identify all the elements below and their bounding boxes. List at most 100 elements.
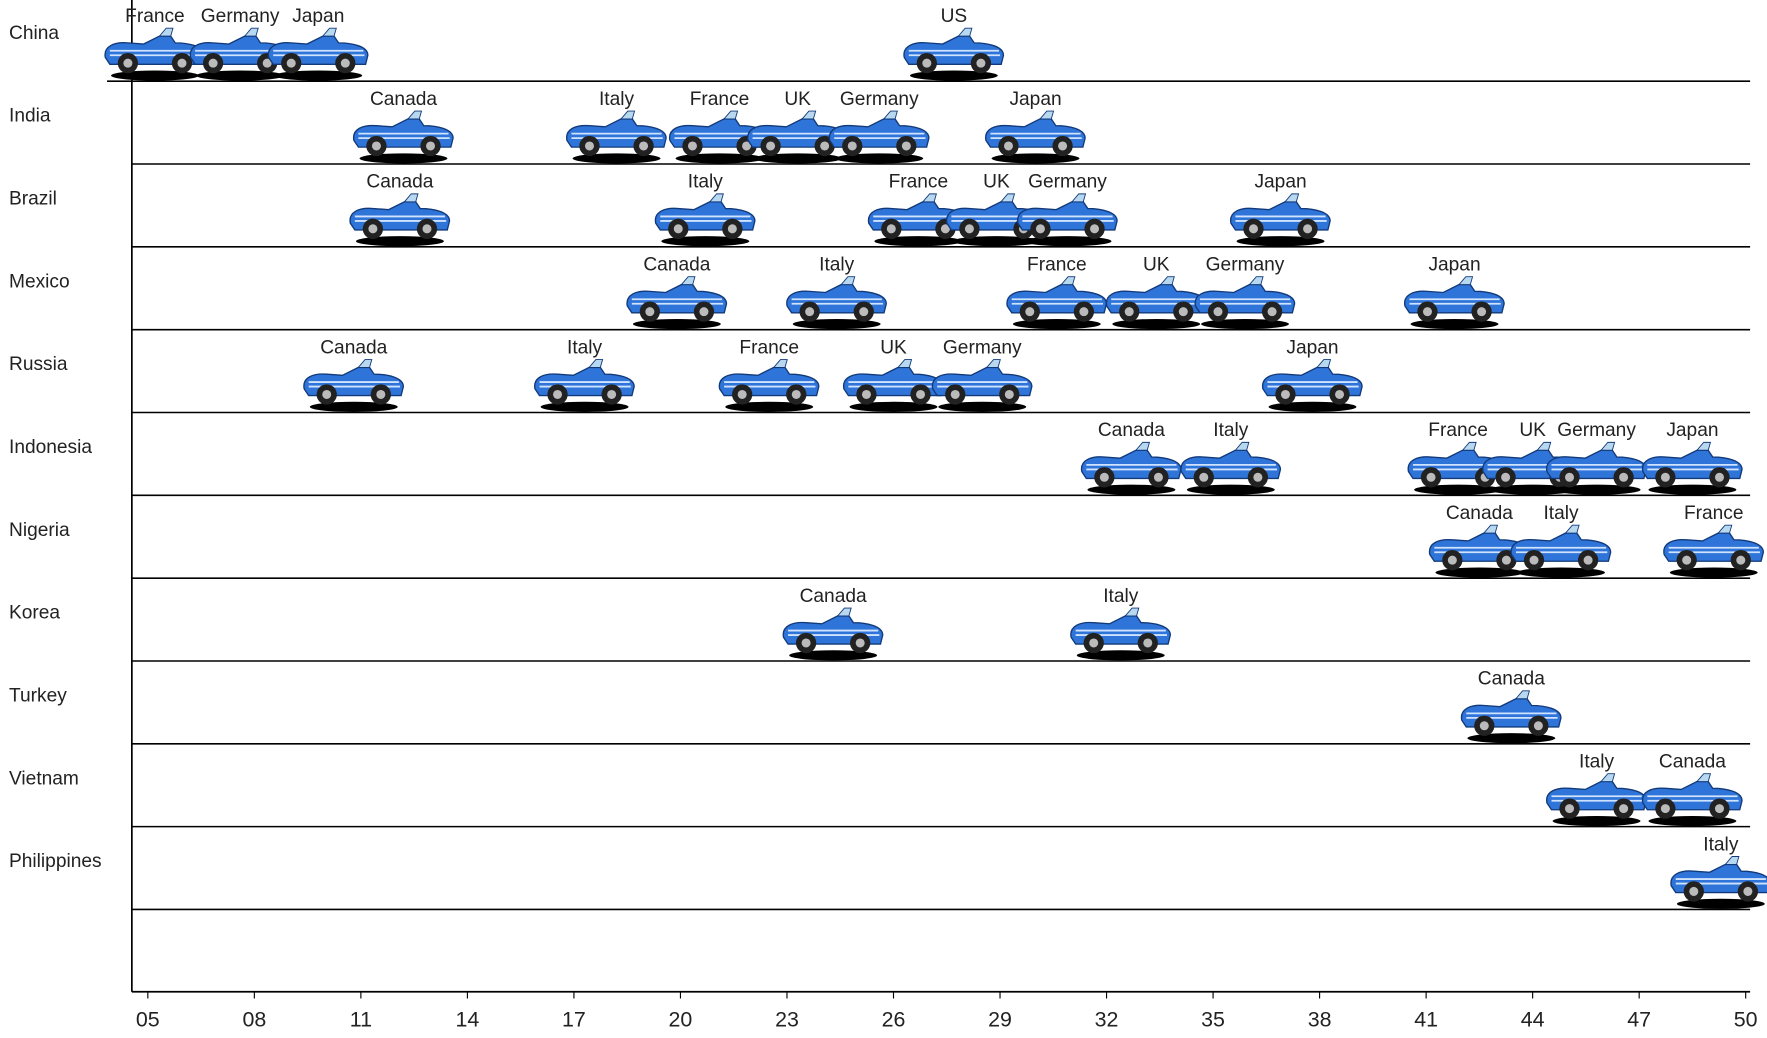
car-label: Germany	[1557, 420, 1636, 441]
car-shadow	[1236, 236, 1325, 247]
car-hub	[553, 389, 563, 399]
car-label: Canada	[1478, 669, 1545, 690]
car-shadow	[274, 70, 363, 81]
car-hub	[940, 224, 950, 234]
car-hub	[964, 224, 974, 234]
car-label: France	[1428, 420, 1488, 441]
car-hub	[1583, 555, 1593, 565]
car-windshield	[897, 359, 913, 368]
car-shadow	[1488, 484, 1577, 495]
car	[1194, 276, 1296, 330]
x-tick-label: 26	[882, 1008, 906, 1032]
car-shadow	[1410, 318, 1499, 330]
car-hub	[1565, 472, 1575, 482]
car-hub	[1479, 721, 1489, 731]
x-tick-label: 14	[455, 1008, 479, 1032]
car-hub	[371, 141, 381, 151]
car-windshield	[1717, 524, 1733, 534]
car-windshield	[1124, 607, 1140, 617]
x-tick-label: 05	[136, 1008, 160, 1032]
car	[534, 359, 635, 412]
car-hub	[208, 58, 218, 68]
row-label: Korea	[9, 603, 60, 624]
car-hub	[820, 141, 830, 151]
car-label: Italy	[1103, 586, 1139, 607]
car-windshield	[588, 359, 604, 368]
car-label: Canada	[1659, 751, 1726, 772]
x-tick-label: 08	[242, 1008, 266, 1032]
car-hub	[1714, 804, 1724, 814]
car-windshield	[243, 27, 259, 37]
row-label: Nigeria	[9, 520, 70, 541]
car-hub	[1477, 307, 1487, 317]
car	[828, 110, 930, 164]
car-label: Japan	[1666, 420, 1718, 441]
car-shadow	[572, 153, 661, 164]
car-hub	[1099, 472, 1109, 482]
car-label: Canada	[370, 89, 437, 110]
car-hub	[1689, 886, 1699, 896]
car-windshield	[1134, 441, 1151, 451]
car-hub	[1447, 555, 1457, 565]
car-shadow	[675, 153, 764, 164]
car	[1546, 773, 1647, 827]
car	[1641, 773, 1743, 827]
car-windshield	[1000, 193, 1016, 203]
car	[903, 27, 1005, 81]
row-label: China	[9, 23, 59, 44]
car	[349, 193, 451, 247]
car-shadow	[938, 401, 1027, 412]
car-hub	[177, 58, 187, 68]
car	[1460, 690, 1562, 744]
car-shadow	[1268, 401, 1357, 412]
car-label: Italy	[567, 337, 603, 358]
car-shadow	[632, 318, 721, 330]
car	[1180, 441, 1282, 495]
car-shadow	[196, 70, 285, 81]
car-hub	[1025, 307, 1035, 317]
car	[782, 607, 884, 661]
car-label: Italy	[1213, 420, 1249, 441]
car-label: Japan	[1254, 172, 1306, 193]
car-shadow	[909, 70, 998, 81]
car-hub	[673, 224, 683, 234]
car-label: UK	[1519, 420, 1546, 441]
car-shadow	[355, 236, 444, 247]
car-hub	[1003, 141, 1013, 151]
car	[1262, 359, 1363, 412]
row-label: Russia	[9, 354, 68, 375]
car-hub	[426, 141, 436, 151]
car-windshield	[403, 193, 419, 203]
car-hub	[376, 389, 386, 399]
car-shadow	[1112, 318, 1201, 330]
car-hub	[1714, 472, 1724, 482]
row-label: Turkey	[9, 686, 67, 707]
car-windshield	[1514, 690, 1530, 700]
car-hub	[727, 224, 737, 234]
car-windshield	[1234, 441, 1250, 451]
car-label: Italy	[1703, 834, 1739, 855]
car-label: US	[941, 6, 968, 27]
car	[718, 359, 820, 412]
car-hub	[639, 141, 649, 151]
car-windshield	[407, 110, 423, 120]
car-shadow	[309, 401, 398, 412]
car	[566, 110, 667, 164]
car-shadow	[1676, 898, 1765, 909]
car	[1006, 276, 1108, 330]
car-windshield	[772, 359, 788, 368]
row-label: India	[9, 106, 51, 127]
car-shadow	[874, 236, 963, 247]
car-hub	[859, 307, 869, 317]
car-hub	[1303, 224, 1313, 234]
car-hub	[922, 58, 932, 68]
car-label: Canada	[800, 586, 867, 607]
car-windshield	[840, 276, 856, 286]
car-shadow	[1517, 567, 1606, 578]
car-label: Italy	[688, 172, 724, 193]
x-tick-label: 17	[562, 1008, 586, 1032]
car-shadow	[725, 401, 814, 412]
car-shadow	[1435, 567, 1524, 578]
car-hub	[1124, 307, 1134, 317]
